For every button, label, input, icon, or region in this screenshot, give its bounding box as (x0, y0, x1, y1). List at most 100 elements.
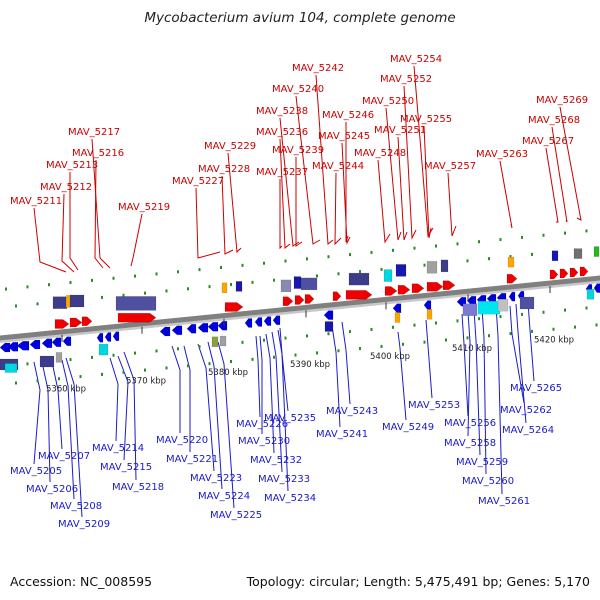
tick-dot (91, 278, 93, 282)
axis-tick-label: 5390 kbp (290, 360, 330, 370)
accession-text: Accession: NC_008595 (10, 574, 152, 589)
tick-dot (359, 270, 361, 274)
tick-dot (26, 362, 29, 366)
gene-label-reverse: MAV_5253 (408, 400, 460, 411)
leader-line (279, 327, 289, 412)
tick-dot (585, 229, 588, 233)
tick-dot (15, 304, 17, 308)
tick-dot (284, 336, 287, 340)
tick-dot (370, 327, 373, 331)
forward-gene-arrow (54, 319, 70, 329)
tick-dot (220, 266, 222, 269)
label-leader-lines (33, 65, 582, 518)
tick-dot (564, 308, 566, 312)
gene-label-reverse: MAV_5209 (58, 519, 110, 530)
forward-gene-arrow (559, 268, 569, 279)
gene-label-reverse: MAV_5243 (326, 406, 378, 417)
gene-label-reverse: MAV_5221 (166, 454, 218, 465)
tick-dot (187, 364, 189, 368)
tick-dot (564, 231, 566, 235)
forward-gene-arrow (569, 267, 579, 278)
forward-gene-arrow (224, 302, 244, 312)
tick-dot (251, 357, 254, 361)
forward-gene-arrow (345, 290, 373, 300)
gene-label-forward: MAV_5213 (46, 160, 98, 171)
forward-gene-arrow (442, 280, 456, 290)
gene-label-forward: MAV_5257 (424, 161, 476, 172)
tick-dot (499, 315, 502, 319)
reverse-gene-arrow (62, 336, 72, 346)
leader-line (91, 138, 111, 269)
feature-block (477, 300, 501, 315)
reverse-gene-arrow (207, 321, 219, 332)
gene-label-forward: MAV_5212 (40, 182, 92, 193)
tick-dot (198, 268, 201, 272)
leader-line (461, 313, 469, 417)
tick-dot (552, 327, 555, 331)
tick-dot (316, 274, 318, 278)
leader-line (33, 361, 41, 465)
genome-backbone (0, 275, 600, 344)
tick-dot (306, 257, 308, 261)
tick-dot (69, 358, 72, 362)
feature-block (497, 298, 509, 312)
gene-label-reverse: MAV_5224 (198, 491, 250, 502)
feature-block (593, 246, 600, 257)
leader-line (259, 335, 263, 434)
leader-line (195, 187, 221, 259)
feature-block (221, 282, 228, 294)
gene-label-forward: MAV_5228 (198, 164, 250, 175)
leader-line (94, 159, 104, 269)
tick-dot (413, 323, 416, 327)
tick-dot (58, 377, 60, 381)
leader-line (397, 136, 408, 241)
leader-line (315, 74, 334, 245)
forward-gene-arrow (304, 294, 315, 304)
gene-label-reverse: MAV_5207 (38, 451, 90, 462)
forward-gene-arrow (117, 312, 157, 323)
tick-dot (435, 321, 437, 325)
gene-label-reverse: MAV_5234 (264, 493, 316, 504)
gene-label-reverse: MAV_5220 (156, 435, 208, 446)
tick-dot (36, 379, 39, 383)
tick-dot (36, 302, 39, 306)
leader-line (109, 357, 119, 442)
gene-label-forward: MAV_5227 (172, 176, 224, 187)
tick-dot (316, 351, 318, 355)
gene-label-reverse: MAV_5256 (444, 418, 496, 429)
tick-dot (101, 372, 103, 376)
tick-dot (198, 345, 201, 349)
tick-dot (423, 263, 426, 267)
feature-block (235, 281, 243, 292)
leader-line (271, 331, 283, 473)
feature-block (300, 277, 318, 291)
feature-block (55, 352, 63, 363)
gene-label-forward: MAV_5237 (256, 167, 308, 178)
tick-dot (402, 342, 404, 346)
leader-line (277, 329, 289, 492)
tick-dot (509, 255, 512, 259)
feature-block (115, 296, 157, 311)
feature-block (573, 248, 583, 259)
reverse-gene-arrow (7, 341, 19, 352)
tick-dot (456, 319, 459, 323)
feature-block (52, 296, 68, 309)
reverse-gene-arrow (392, 303, 402, 313)
gene-label-forward: MAV_5255 (400, 114, 452, 125)
gene-label-forward: MAV_5250 (362, 96, 414, 107)
feature-block (348, 272, 370, 286)
feature-block (211, 336, 219, 348)
leader-line (295, 95, 321, 245)
gene-label-reverse: MAV_5261 (478, 496, 530, 507)
leader-line (295, 157, 303, 247)
feature-block (426, 309, 433, 320)
gene-label-reverse: MAV_5241 (316, 429, 368, 440)
reverse-gene-arrow (197, 322, 209, 333)
leader-line (341, 321, 351, 405)
reverse-gene-arrow (244, 318, 253, 328)
tick-dot (306, 334, 308, 338)
leader-line (403, 85, 417, 240)
tick-dot (531, 329, 533, 333)
forward-gene-arrow (397, 284, 411, 295)
feature-block (426, 261, 438, 274)
